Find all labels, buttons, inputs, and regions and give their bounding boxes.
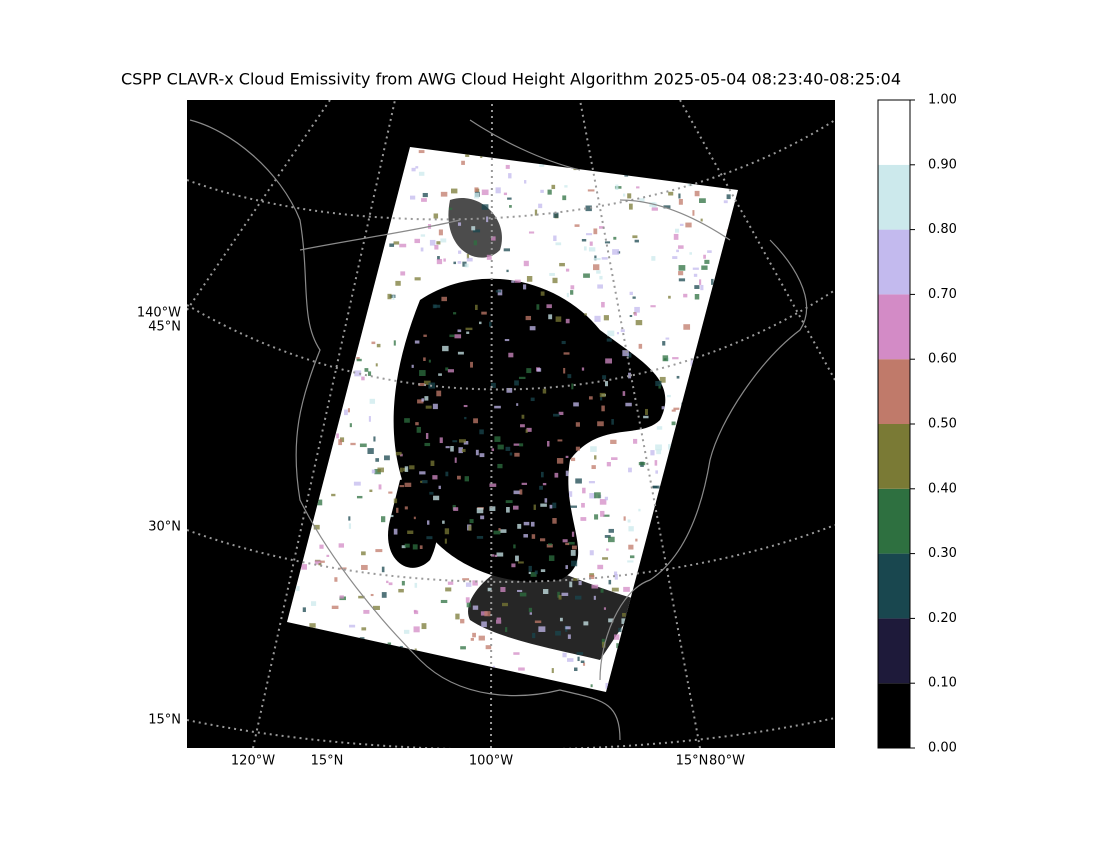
colorbar-tick-label: 0.30: [928, 546, 957, 561]
colorbar-segment: [878, 683, 910, 748]
colorbar-tick-label: 0.00: [928, 741, 957, 756]
latitude-label: 30°N: [148, 520, 181, 535]
colorbar-segment: [878, 100, 910, 165]
longitude-label: 120°W: [231, 754, 275, 769]
colorbar-tick-label: 0.70: [928, 287, 957, 302]
latitude-label: 15°N: [148, 713, 181, 728]
map-title: CSPP CLAVR-x Cloud Emissivity from AWG C…: [121, 70, 901, 89]
colorbar-segment: [878, 553, 910, 619]
colorbar-tick-label: 0.80: [928, 222, 957, 237]
longitude-label: 15°N: [676, 754, 709, 769]
colorbar-tick-label: 0.60: [928, 352, 957, 367]
colorbar-tick-label: 0.10: [928, 676, 957, 691]
colorbar-segment: [878, 424, 910, 489]
colorbar-tick-label: 0.90: [928, 157, 957, 172]
colorbar-segment: [878, 488, 910, 554]
latitude-label: 45°N: [148, 320, 181, 335]
colorbar-tick-label: 0.40: [928, 481, 957, 496]
longitude-label: 15°N: [311, 754, 344, 769]
longitude-label: 100°W: [469, 754, 513, 769]
colorbar: 0.00 0.10 0.20 0.30 0.40 0.50 0.60 0.70 0.80 0.90…: [877, 93, 957, 756]
colorbar-segment: [878, 359, 910, 424]
graticule: [187, 100, 835, 748]
colorbar-segment: [878, 618, 910, 684]
colorbar-tick-label: 1.00: [928, 93, 957, 108]
colorbar-tick-label: 0.50: [928, 417, 957, 432]
colorbar-tick-label: 0.20: [928, 611, 957, 626]
longitude-label: 80°W: [709, 754, 745, 769]
colorbar-segment: [878, 294, 910, 360]
colorbar-segment: [878, 229, 910, 295]
map-frame: [187, 100, 835, 748]
latitude-label: 140°W: [137, 306, 181, 321]
coastlines: [189, 119, 808, 741]
colorbar-segment: [878, 164, 910, 230]
